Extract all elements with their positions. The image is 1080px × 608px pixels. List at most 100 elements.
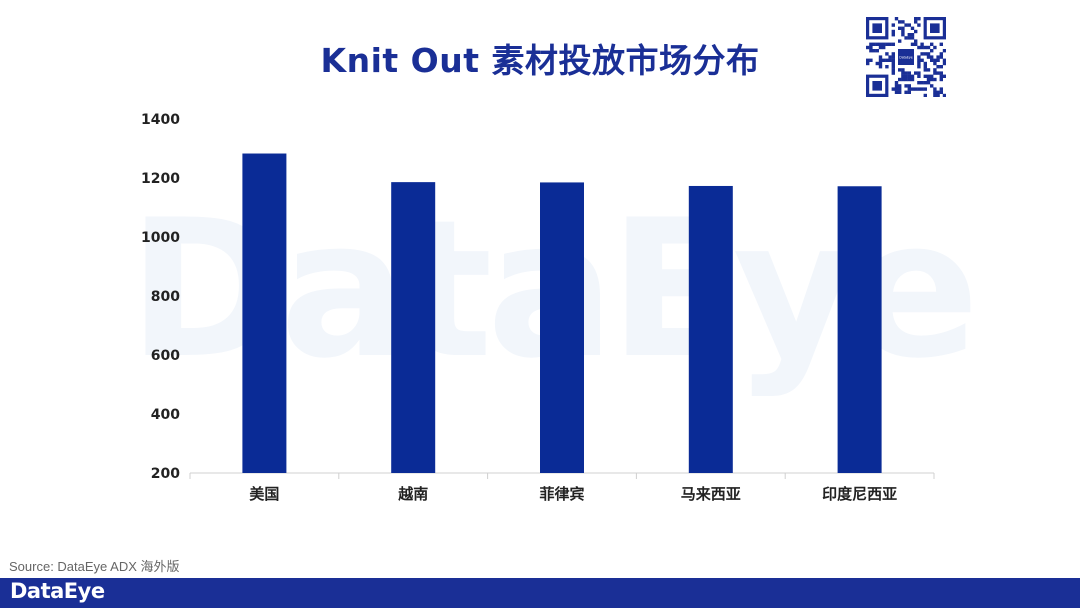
qr-module xyxy=(901,71,905,75)
y-tick-label: 200 xyxy=(151,466,180,482)
qr-module xyxy=(920,42,924,46)
qr-module xyxy=(866,61,870,66)
qr-module xyxy=(894,87,899,91)
qr-module xyxy=(930,77,934,82)
qr-finder xyxy=(872,81,882,91)
source-note: Source: DataEye ADX 海外版 xyxy=(9,559,180,574)
qr-module xyxy=(930,58,934,62)
qr-module xyxy=(939,42,943,46)
qr-module xyxy=(907,84,911,88)
qr-module xyxy=(914,39,918,43)
y-tick-label: 800 xyxy=(151,289,180,305)
qr-module xyxy=(898,77,902,82)
qr-module xyxy=(898,84,902,88)
qr-module xyxy=(917,17,921,21)
qr-module xyxy=(866,58,870,62)
qr-module xyxy=(914,71,918,75)
qr-module xyxy=(926,74,931,78)
qr-module xyxy=(907,87,911,91)
qr-module xyxy=(933,90,937,94)
bar xyxy=(688,185,733,473)
qr-finder xyxy=(930,23,940,33)
qr-module xyxy=(898,26,902,30)
bar xyxy=(391,182,436,473)
qr-module xyxy=(898,39,902,43)
qr-module xyxy=(885,65,889,69)
qr-module xyxy=(926,81,931,85)
footer-logo: DataEye xyxy=(10,579,105,603)
qr-module xyxy=(926,68,931,72)
qr-module xyxy=(942,58,946,62)
qr-module xyxy=(933,71,937,75)
qr-module xyxy=(920,87,924,91)
qr-module xyxy=(910,87,915,91)
qr-module xyxy=(891,58,895,62)
qr-module xyxy=(939,52,943,56)
qr-module xyxy=(894,84,899,88)
qr-module xyxy=(933,58,937,62)
qr-module xyxy=(888,58,892,62)
qr-module xyxy=(894,90,899,94)
qr-module xyxy=(875,49,879,53)
qr-module xyxy=(917,58,921,62)
qr-module xyxy=(942,49,946,53)
qr-module xyxy=(939,55,943,59)
y-tick-label: 1400 xyxy=(141,112,180,128)
qr-module xyxy=(872,42,876,46)
qr-module xyxy=(878,61,883,66)
qr-module xyxy=(904,90,908,94)
qr-module xyxy=(933,68,937,72)
qr-module xyxy=(923,81,927,85)
qr-module xyxy=(933,45,937,50)
qr-module xyxy=(907,74,911,78)
qr-module xyxy=(891,55,895,59)
qr-module xyxy=(907,23,911,27)
x-tick-label: 印度尼西亚 xyxy=(822,485,897,503)
qr-module xyxy=(936,71,940,75)
qr-module xyxy=(942,93,946,97)
qr-module xyxy=(910,33,915,37)
qr-module xyxy=(898,20,902,24)
qr-module xyxy=(939,65,943,69)
qr-module xyxy=(930,49,934,53)
qr-module xyxy=(917,61,921,66)
qr-module xyxy=(914,20,918,24)
qr-module xyxy=(898,90,902,94)
qr-module xyxy=(936,58,940,62)
qr-module xyxy=(888,55,892,59)
qr-module xyxy=(926,45,931,50)
qr-module xyxy=(917,23,921,27)
qr-module xyxy=(930,84,934,88)
qr-module xyxy=(891,68,895,72)
qr-module xyxy=(917,55,921,59)
qr-module xyxy=(885,42,889,46)
qr-module xyxy=(920,45,924,50)
x-tick-label: 美国 xyxy=(249,485,279,503)
qr-module xyxy=(904,77,908,82)
qr-module xyxy=(910,77,915,82)
qr-module xyxy=(914,42,918,46)
qr-module xyxy=(891,29,895,34)
bar xyxy=(242,153,287,473)
qr-module xyxy=(917,87,921,91)
qr-module xyxy=(939,87,943,91)
qr-module xyxy=(891,61,895,66)
x-tick-label: 马来西亚 xyxy=(681,485,741,503)
qr-module xyxy=(917,74,921,78)
qr-module xyxy=(910,26,915,30)
qr-module xyxy=(923,68,927,72)
qr-module xyxy=(920,81,924,85)
qr-module xyxy=(933,77,937,82)
qr-module xyxy=(894,81,899,85)
qr-module xyxy=(923,45,927,50)
qr-module xyxy=(901,68,905,72)
qr-module xyxy=(926,77,931,82)
qr-module xyxy=(923,52,927,56)
qr-module xyxy=(904,23,908,27)
qr-module xyxy=(930,74,934,78)
chart-title: Knit Out 素材投放市场分布 xyxy=(320,41,760,80)
qr-module xyxy=(923,61,927,66)
qr-module xyxy=(891,33,895,37)
qr-module xyxy=(933,87,937,91)
qr-module xyxy=(904,74,908,78)
